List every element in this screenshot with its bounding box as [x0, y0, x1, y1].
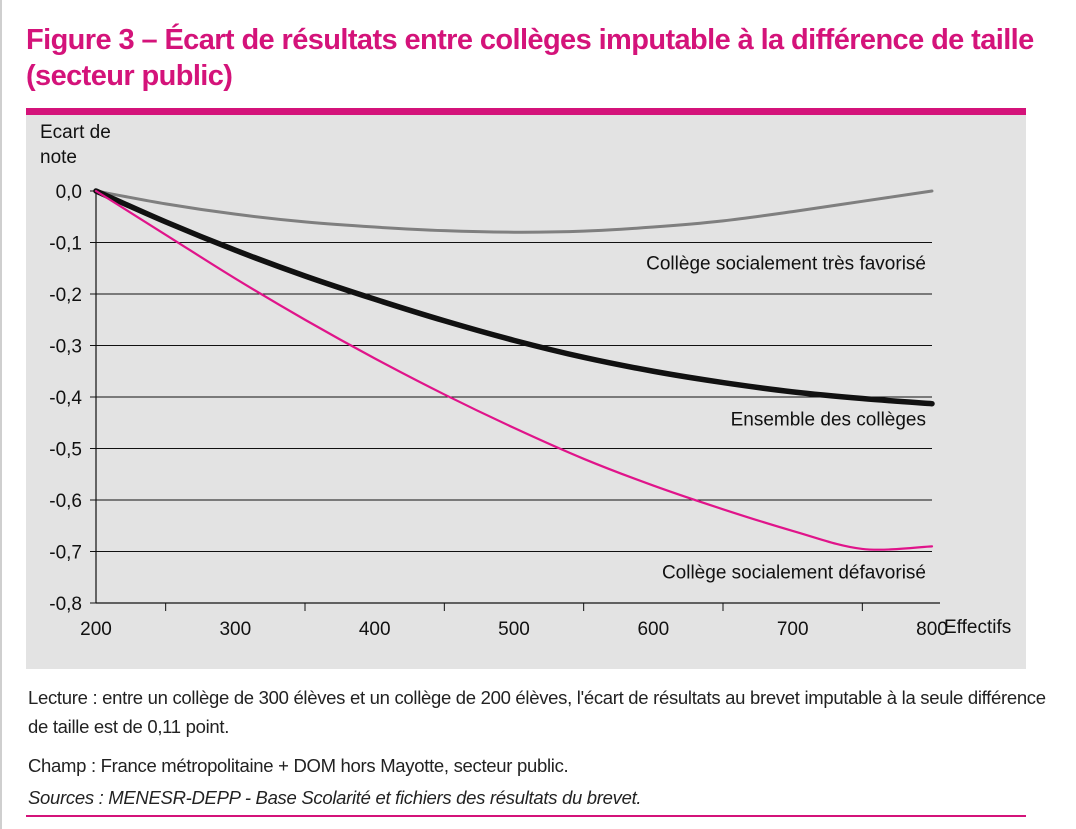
y-axis-title-line2: note [40, 147, 77, 168]
bottom-rule [26, 815, 1026, 817]
series-lines [93, 188, 935, 551]
x-tick-label: 400 [359, 619, 391, 640]
series-line-defavorise [94, 189, 934, 551]
series-label-favorise: Collège socialement très favorisé [646, 253, 926, 274]
y-tick-label: -0,6 [49, 491, 82, 512]
note-champ: Champ : France métropolitaine + DOM hors… [28, 755, 569, 776]
y-tick-label: -0,1 [49, 234, 82, 255]
y-tick-label: -0,8 [49, 594, 82, 615]
chart-area: 0,0 -0,1 -0,2 -0,3 -0,4 -0,5 -0,6 -0,7 -0,8 200 30… [26, 115, 1026, 669]
x-tick-label: 300 [219, 619, 251, 640]
figure-title: Figure 3 – Écart de résultats entre coll… [26, 24, 1034, 92]
axes: 0,0 -0,1 -0,2 -0,3 -0,4 -0,5 -0,6 -0,7 -0,8 200 30… [40, 122, 1011, 640]
y-tick-label: -0,3 [49, 337, 82, 358]
y-axis-title-line1: Ecart de [40, 122, 111, 143]
y-tick-label: -0,5 [49, 440, 82, 461]
x-axis-title: Effectifs [944, 617, 1011, 638]
note-sources: Sources : MENESR-DEPP - Base Scolarité e… [28, 787, 642, 808]
series-label-ensemble: Ensemble des collèges [731, 409, 926, 430]
y-tick-label: -0,4 [49, 388, 82, 409]
y-tick-label: -0,7 [49, 543, 82, 564]
note-lecture: Lecture : entre un collège de 300 élèves… [28, 687, 1046, 737]
series-labels: Collège socialement très favorisé Ensembl… [646, 253, 926, 583]
x-tick-label: 700 [777, 619, 809, 640]
y-tick-label: -0,2 [49, 285, 82, 306]
title-rule [26, 108, 1026, 115]
y-tick-label: 0,0 [56, 182, 82, 203]
grid-lines [96, 242, 932, 552]
x-tick-label: 800 [916, 619, 948, 640]
page-edge-line [0, 0, 2, 829]
series-line-favorise [94, 189, 934, 234]
x-tick-label: 500 [498, 619, 530, 640]
line-chart: 0,0 -0,1 -0,2 -0,3 -0,4 -0,5 -0,6 -0,7 -0,8 200 30… [40, 122, 1011, 640]
x-tick-label: 200 [80, 619, 112, 640]
x-tick-label: 600 [637, 619, 669, 640]
series-label-defavorise: Collège socialement défavorisé [662, 562, 926, 583]
series-line-ensemble [93, 188, 935, 407]
